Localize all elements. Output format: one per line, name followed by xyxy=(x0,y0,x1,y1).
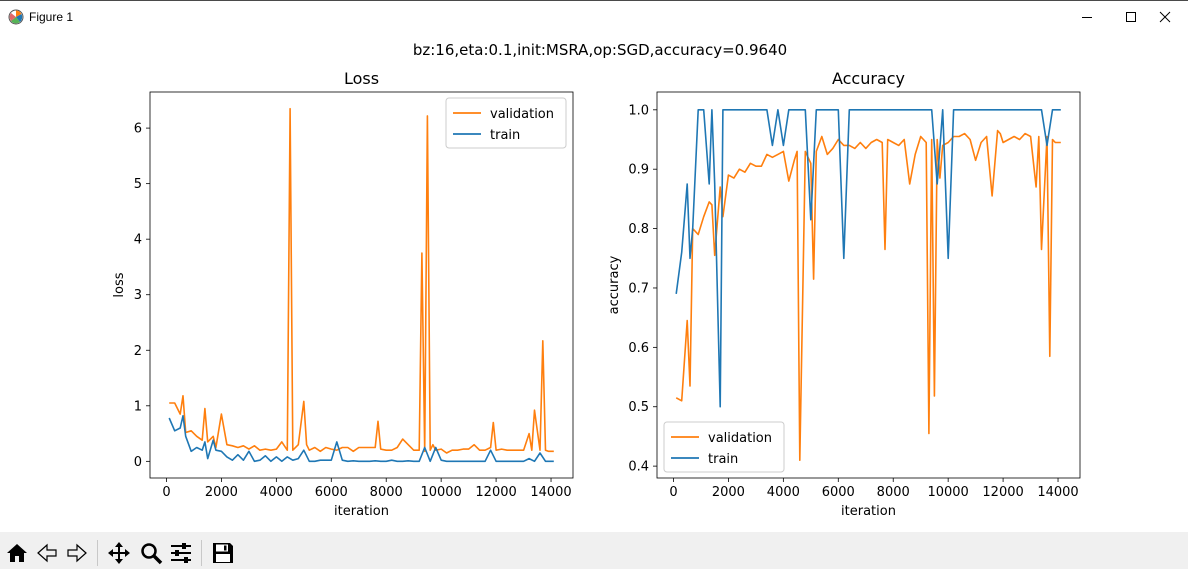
y-tick-label: 5 xyxy=(134,177,142,192)
back-button[interactable] xyxy=(34,540,60,566)
toolbar-separator xyxy=(201,540,202,566)
y-tick-label: 0.5 xyxy=(628,400,649,415)
axes-title: Loss xyxy=(344,69,379,88)
y-tick-label: 0 xyxy=(134,455,142,470)
legend: validation train xyxy=(663,421,785,473)
y-tick-label: 1 xyxy=(134,399,142,414)
axes-loss: 0 2000 4000 6000 8000 10000 12000 14000 0 1 2 3 4 5 6 L… xyxy=(112,69,574,519)
series-line-validation xyxy=(675,129,1061,462)
save-button[interactable] xyxy=(210,540,236,566)
x-tick-label: 12000 xyxy=(982,485,1023,500)
figure-suptitle: bz:16,eta:0.1,init:MSRA,op:SGD,accuracy=… xyxy=(413,41,787,59)
y-tick-label: 0.8 xyxy=(628,222,649,237)
y-tick-label: 4 xyxy=(134,233,142,248)
toolbar-separator xyxy=(97,540,98,566)
y-tick-label: 0.4 xyxy=(628,460,649,475)
x-tick-label: 4000 xyxy=(260,485,293,500)
figure-canvas[interactable]: bz:16,eta:0.1,init:MSRA,op:SGD,accuracy=… xyxy=(0,33,1188,532)
x-tick-label: 10000 xyxy=(927,485,968,500)
x-tick-label: 0 xyxy=(669,485,677,500)
y-tick-label: 3 xyxy=(134,288,142,303)
pan-button[interactable] xyxy=(106,540,132,566)
legend-frame xyxy=(663,421,785,473)
forward-icon xyxy=(67,543,87,563)
y-tick-label: 1.0 xyxy=(628,103,649,118)
y-tick-label: 0.6 xyxy=(628,341,649,356)
axes-title: Accuracy xyxy=(832,69,905,88)
navigation-toolbar xyxy=(0,532,1188,569)
axes-frame xyxy=(656,91,1081,479)
legend-label-validation: validation xyxy=(490,107,554,122)
minimize-icon xyxy=(1082,17,1092,18)
x-tick-label: 4000 xyxy=(767,485,800,500)
pan-icon xyxy=(108,542,130,564)
zoom-button[interactable] xyxy=(138,540,164,566)
y-axis-label: accuracy xyxy=(607,255,622,314)
configure-subplots-button[interactable] xyxy=(168,540,194,566)
x-tick-label: 6000 xyxy=(822,485,855,500)
close-button[interactable] xyxy=(1142,1,1188,34)
window-title: Figure 1 xyxy=(29,10,74,24)
series-line-train xyxy=(675,109,1061,408)
x-tick-label: 14000 xyxy=(530,485,571,500)
x-tick-label: 12000 xyxy=(475,485,516,500)
x-tick-label: 14000 xyxy=(1037,485,1078,500)
home-button[interactable] xyxy=(4,540,30,566)
maximize-icon xyxy=(1126,12,1136,22)
forward-button[interactable] xyxy=(64,540,90,566)
y-tick-label: 0.7 xyxy=(628,281,649,296)
x-tick-label: 2000 xyxy=(712,485,745,500)
series-line-validation xyxy=(169,107,554,454)
close-icon xyxy=(1159,11,1171,23)
matplotlib-logo-icon xyxy=(8,9,24,25)
x-tick-label: 6000 xyxy=(315,485,348,500)
axes-frame xyxy=(149,91,574,479)
back-icon xyxy=(37,543,57,563)
y-tick-label: 2 xyxy=(134,344,142,359)
window-titlebar: Figure 1 xyxy=(0,0,1188,33)
legend-frame xyxy=(445,97,567,149)
x-tick-label: 0 xyxy=(162,485,170,500)
zoom-icon xyxy=(141,543,163,565)
x-tick-label: 8000 xyxy=(877,485,910,500)
x-tick-label: 8000 xyxy=(370,485,403,500)
legend-label-validation: validation xyxy=(708,431,772,446)
x-tick-label: 10000 xyxy=(420,485,461,500)
save-icon xyxy=(213,543,233,563)
legend: validation train xyxy=(445,97,567,149)
x-axis-label: iteration xyxy=(334,504,389,519)
figure-svg: bz:16,eta:0.1,init:MSRA,op:SGD,accuracy=… xyxy=(112,41,1081,519)
x-axis-label: iteration xyxy=(841,504,896,519)
axes-accuracy: 0 2000 4000 6000 8000 10000 12000 14000 0.4 0.5 0.… xyxy=(607,69,1081,519)
maximize-button[interactable] xyxy=(1108,1,1154,34)
legend-label-train: train xyxy=(490,128,520,143)
configure-subplots-icon xyxy=(171,543,191,563)
y-tick-label: 0.9 xyxy=(628,163,649,178)
y-tick-label: 6 xyxy=(134,122,142,137)
legend-label-train: train xyxy=(708,452,738,467)
home-icon xyxy=(7,544,27,562)
plot-area xyxy=(657,92,1080,478)
x-tick-label: 2000 xyxy=(205,485,238,500)
minimize-button[interactable] xyxy=(1064,1,1110,34)
y-axis-label: loss xyxy=(112,272,127,297)
series-line-train xyxy=(168,414,554,463)
plot-area xyxy=(150,92,573,478)
